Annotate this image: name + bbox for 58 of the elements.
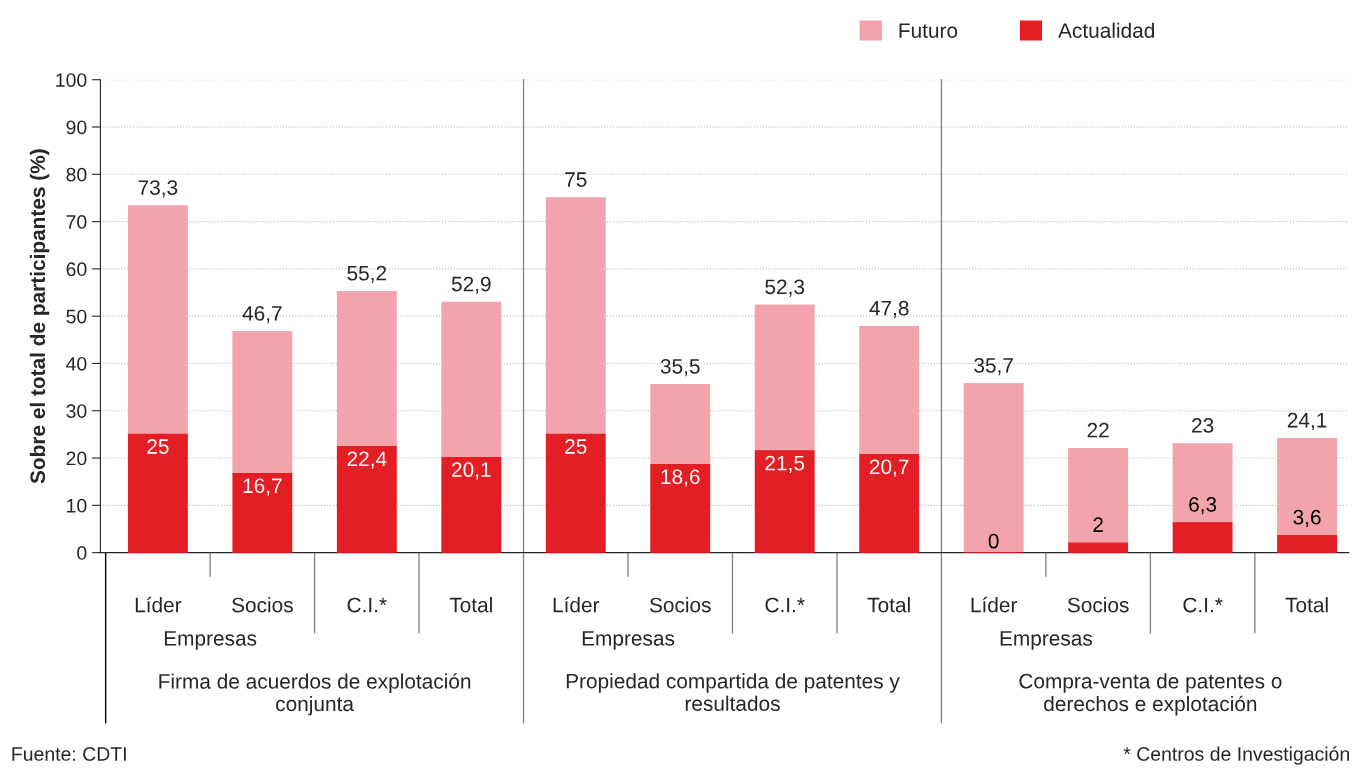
data-label: 21,5 [765,455,805,473]
legend-label: Futuro [899,23,958,38]
total-label: 73,3 [138,180,178,198]
total-label: 52,3 [765,279,805,297]
total-label: 75 [565,172,587,187]
y-tick-label: 0 [77,546,87,560]
data-label: 20,1 [452,462,491,480]
y-tick-label: 80 [66,167,87,182]
total-label: 24,1 [1287,412,1327,431]
y-tick-label: 40 [66,356,87,371]
text: Propiedad compartida de patentes y resultados [566,673,900,711]
total-label: 47,8 [869,300,909,318]
x-tick-label: Socios [649,597,711,613]
data-label: 0 [988,533,999,549]
data-label: 25 [565,439,587,454]
x-tick-label: C.I.* [347,597,387,613]
y-tick-label: 20 [66,451,87,466]
x-tick-label: Total [449,597,492,613]
y-tick-label: 60 [66,262,87,277]
y-tick-label: 30 [66,404,87,418]
total-label: 35,7 [974,357,1013,376]
total-label: 52,9 [451,276,491,294]
x-tick-label: Total [1285,597,1328,613]
data-label: 16,7 [243,478,282,496]
y-tick-label: 70 [66,215,87,229]
data-label: 22,4 [347,451,387,469]
x-tick-label: Socios [232,597,293,613]
text: * Centros de Investigación [1123,746,1349,765]
total-label: 35,5 [660,358,700,377]
legend-label: Actualidad [1058,22,1154,38]
x-tick-label: Socios [1067,597,1129,613]
x-tick-label: Líder [553,596,600,613]
y-tick-label: 10 [67,498,87,513]
data-label: 6,3 [1189,497,1217,515]
text: Empresas [582,631,675,650]
x-tick-label: C.I.* [1183,597,1223,613]
y-tick-label: 100 [56,73,87,87]
total-label: 23 [1192,418,1214,433]
text: Empresas [164,631,257,650]
data-label: 18,6 [661,469,700,487]
y-axis-title: Sobre el total de participantes (%) [29,149,50,484]
total-label: 46,7 [242,305,282,324]
y-tick-label: 90 [66,120,87,135]
x-tick-label: C.I.* [765,597,805,613]
data-label: 25 [147,439,169,454]
data-label: 2 [1093,517,1103,532]
total-label: 22 [1087,422,1109,438]
data-label: 20,7 [869,459,909,477]
y-tick-label: 50 [66,309,87,324]
text: Compra-venta de patentes o derechos e explotación [1019,673,1282,716]
total-label: 55,2 [347,265,387,283]
x-tick-label: Total [867,597,910,613]
x-tick-label: Líder [135,596,182,613]
source-note: Fuente: CDTI [12,747,126,761]
text: Firma de acuerdos de explotación conjunta [159,673,471,716]
x-tick-label: Líder [971,596,1018,613]
text: Empresas [1000,631,1093,650]
data-label: 3,6 [1293,509,1321,528]
